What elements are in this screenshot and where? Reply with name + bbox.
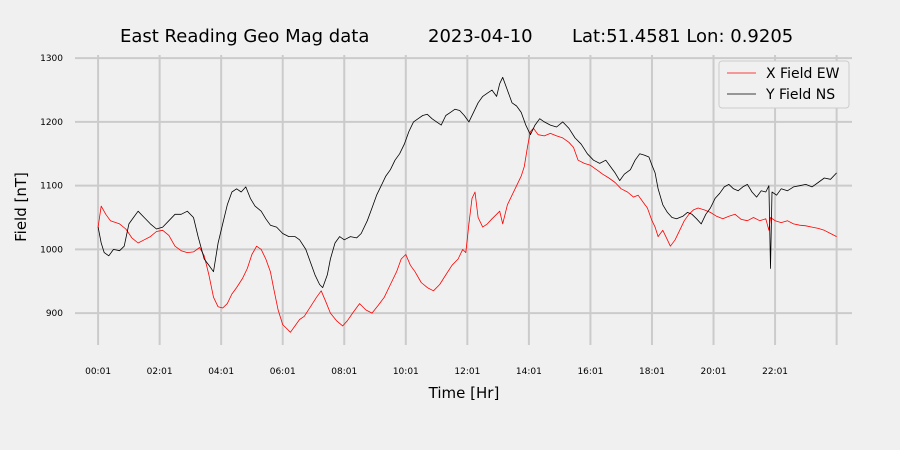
x-tick-label-5: 10:01 <box>393 367 419 377</box>
chart-title-station: East Reading Geo Mag data <box>120 26 369 47</box>
legend-label-x-field: X Field EW <box>766 66 840 82</box>
x-tick-label-1: 02:01 <box>147 367 173 377</box>
series-lines <box>97 76 837 333</box>
x-tick-label-8: 16:01 <box>577 367 603 377</box>
x-tick-label-0: 00:01 <box>85 367 111 377</box>
x-tick-label-9: 18:01 <box>639 367 665 377</box>
series-line-y-field <box>97 76 837 288</box>
y-tick-label-1100: 1100 <box>40 182 63 192</box>
x-tick-label-10: 20:01 <box>701 367 727 377</box>
x-axis-label: Time [Hr] <box>428 384 500 402</box>
y-tick-label-1300: 1300 <box>40 54 63 64</box>
x-tick-label-6: 12:01 <box>454 367 480 377</box>
chart-title: East Reading Geo Mag data 2023-04-10 Lat… <box>120 26 793 47</box>
chart-title-location: Lat:51.4581 Lon: 0.9205 <box>572 26 793 47</box>
y-tick-label-1000: 1000 <box>40 245 63 255</box>
x-tick-label-3: 06:01 <box>270 367 296 377</box>
legend: X Field EW Y Field NS <box>718 60 850 109</box>
x-tick-label-4: 08:01 <box>331 367 357 377</box>
x-tick-label-2: 04:01 <box>208 367 234 377</box>
y-tick-label-900: 900 <box>46 309 63 319</box>
x-tick-label-11: 22:01 <box>762 367 788 377</box>
grid <box>75 55 852 345</box>
tick-labels: 900 1000 1100 1200 1300 00:01 02:01 04:01 06:01 0… <box>40 54 788 377</box>
y-axis-label: Field [nT] <box>12 172 30 242</box>
legend-label-y-field: Y Field NS <box>765 87 835 103</box>
series-line-x-field <box>97 127 837 333</box>
x-tick-label-7: 14:01 <box>516 367 542 377</box>
y-tick-label-1200: 1200 <box>40 118 63 128</box>
chart-title-date: 2023-04-10 <box>428 26 533 47</box>
